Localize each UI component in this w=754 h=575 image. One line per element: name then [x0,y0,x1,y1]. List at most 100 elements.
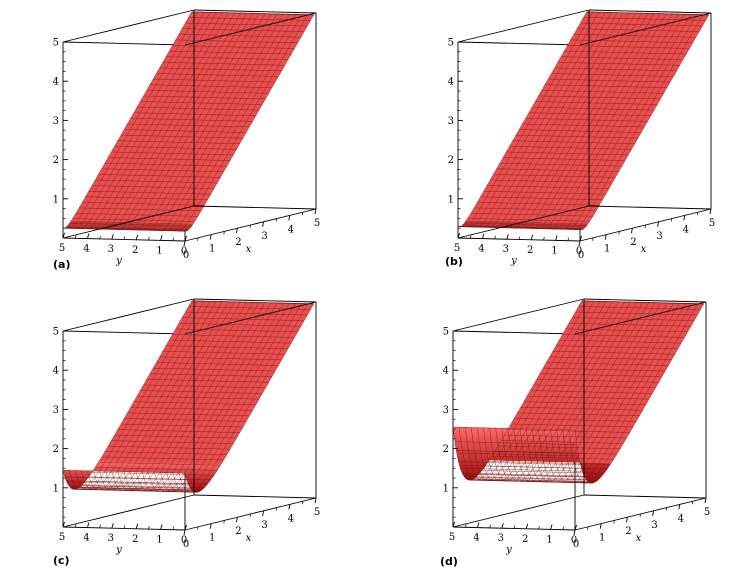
x-minor-tick [613,520,615,524]
x-tick [657,221,660,227]
x-tick [262,510,265,516]
y-tick-label: 2 [527,245,533,256]
x-tick-label: 0 [573,539,579,550]
x-minor-tick [223,520,225,524]
x-tick-label: 4 [683,224,689,235]
z-axis: 1 2 3 4 5 [53,38,68,229]
y-axis-label: y [115,256,122,267]
y-minor-tick [562,526,565,530]
x-axis: 0 1 2 3 4 5 x [573,497,710,550]
x-minor-tick [692,501,694,505]
y-tick-label: 4 [83,244,89,255]
x-tick [235,228,238,234]
z-tick-label: 2 [443,444,449,455]
x-tick [288,215,291,221]
y-tick [457,232,460,239]
bounding-box-front [62,9,317,239]
x-tick [704,497,707,504]
z-tick-label: 3 [53,116,59,127]
x-tick-label: 1 [599,533,605,544]
x-tick [599,523,602,529]
y-tick-label: 3 [498,533,504,544]
y-minor-tick [148,236,150,241]
y-tick [135,523,139,529]
panel-label: (c) [53,554,70,567]
y-minor-tick [172,237,175,241]
x-minor-tick [223,231,225,235]
y-tick [530,234,534,240]
y-tick [476,522,480,528]
x-tick-label: 2 [235,237,241,248]
y-tick-label: 1 [546,534,552,545]
x-minor-tick [197,526,199,530]
y-tick-label: 1 [551,245,557,256]
x-minor-tick [665,507,668,511]
y-tick-label: 5 [59,243,65,254]
panel-label: (a) [53,258,71,271]
x-minor-tick [592,237,594,241]
y-tick-label: 4 [473,533,479,544]
z-tick-label: 5 [53,327,59,338]
z-tick-label: 1 [443,483,449,494]
x-tick-label: 3 [261,520,267,531]
y-tick [86,522,90,528]
y-tick [555,235,558,241]
y-minor-tick [567,237,570,241]
z-tick-label: 4 [53,366,59,377]
plot-svg: 1 2 3 4 5 5 4 3 2 1 0 y 0 1 2 3 4 5 x [53,298,320,556]
x-tick-label: 0 [578,250,584,261]
y-tick [160,524,163,530]
y-tick [506,234,509,240]
y-tick [550,524,553,530]
x-axis: 0 1 2 3 4 5 x [183,497,320,550]
y-minor-tick [489,524,491,529]
y-tick [574,524,577,531]
y-tick-label: 1 [156,245,162,256]
surface-mesh [62,300,314,493]
y-tick-label: 0 [181,535,187,546]
y-tick-label: 0 [571,535,577,546]
x-tick [209,523,212,529]
x-axis-label: x [246,533,252,544]
z-tick-label: 3 [448,116,454,127]
x-tick [262,221,265,227]
x-minor-tick [697,212,699,216]
y-axis-label: y [115,545,122,556]
x-minor-tick [644,224,646,229]
x-tick [235,517,238,523]
y-tick [481,233,485,239]
z-tick-label: 2 [448,155,454,166]
x-tick [625,517,628,523]
y-tick [111,523,114,529]
y-minor-tick [538,525,540,530]
y-minor-tick [148,525,150,530]
x-tick-label: 4 [288,513,294,524]
bounding-box-front [452,298,707,528]
x-tick [709,208,712,215]
z-tick-label: 5 [443,327,449,338]
bounding-box-front [62,298,317,528]
x-minor-tick [249,513,251,518]
y-minor-tick [513,525,516,529]
x-minor-tick [302,212,304,216]
surface [63,300,314,493]
x-tick-label: 1 [604,244,610,255]
z-tick-label: 1 [53,483,59,494]
y-tick [135,234,139,240]
x-tick-label: 3 [656,231,662,242]
x-tick [314,208,317,215]
y-tick [184,524,187,531]
y-axis-label: y [510,256,517,267]
x-axis-label: x [636,533,642,544]
plot-svg: 1 2 3 4 5 5 4 3 2 1 0 y 0 1 2 3 4 5 x [443,298,710,556]
surface-plot-c: 1 2 3 4 5 5 4 3 2 1 0 y 0 1 2 3 4 5 x (c) [45,297,345,572]
x-tick-label: 4 [288,224,294,235]
x-tick-label: 4 [678,513,684,524]
y-tick [111,234,114,240]
x-tick-label: 3 [651,520,657,531]
z-tick-label: 5 [53,38,59,49]
y-tick-label: 0 [576,246,582,257]
x-minor-tick [275,218,278,222]
y-tick-label: 5 [454,243,460,254]
x-tick [183,240,186,247]
